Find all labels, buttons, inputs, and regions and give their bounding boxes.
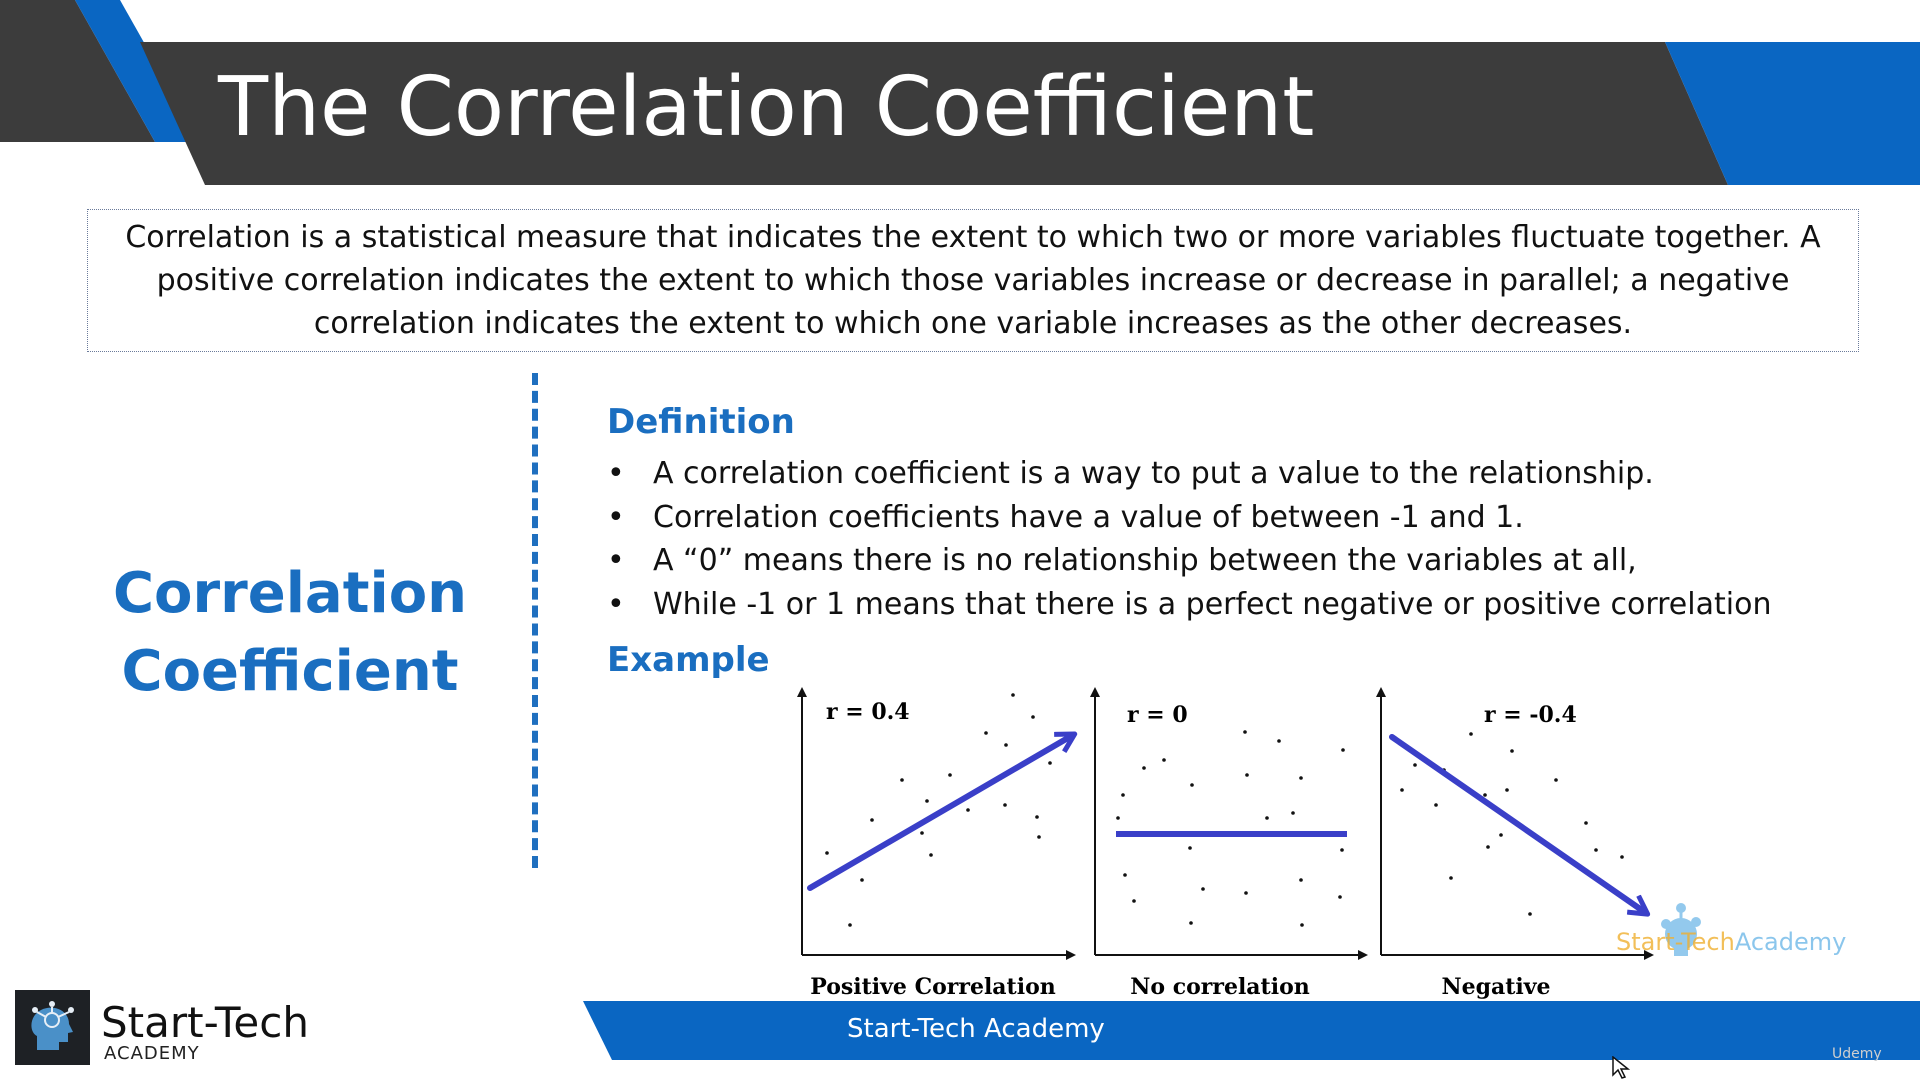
watermark-start: Start-Tech	[1616, 928, 1735, 956]
bullet-item: • A correlation coefficient is a way to p…	[607, 452, 1771, 496]
definition-heading: Definition	[607, 402, 795, 442]
title-banner-dark-band	[140, 42, 1728, 185]
bullet-dot: •	[607, 543, 625, 578]
scatter-points	[825, 693, 1052, 927]
watermark-academy: Academy	[1734, 928, 1847, 956]
scatter-points	[1400, 732, 1624, 916]
trend-arrow	[1389, 734, 1646, 913]
bullet-text: A “0” means there is no relationship bet…	[653, 543, 1637, 578]
bullet-text: While -1 or 1 means that there is a perf…	[653, 586, 1772, 622]
logo-subtitle: ACADEMY	[104, 1043, 200, 1064]
side-title-line1: Correlation	[112, 561, 468, 626]
example-scatter-plots: r = 0.4 Positive Correlation r = 0 No co…	[797, 687, 1654, 1000]
intro-text: Correlation is a statistical measure tha…	[125, 220, 1821, 341]
scatter-points	[1116, 730, 1345, 927]
side-title: Correlation Coefficient	[110, 555, 470, 711]
title-banner-blue-stripe-left	[75, 0, 200, 142]
title-banner-blue-right	[1665, 42, 1920, 185]
plot-caption: No correlation	[1130, 974, 1310, 1000]
dashed-divider	[532, 373, 538, 868]
bullet-dot: •	[607, 456, 625, 491]
title-banner-left-dark	[0, 0, 155, 142]
title-banner	[0, 0, 1920, 185]
watermark-text: Start-TechAcademy	[1616, 928, 1846, 956]
bullet-text: A correlation coefficient is a way to pu…	[653, 456, 1654, 491]
plot-caption: Negative	[1441, 974, 1550, 1000]
intro-box: Correlation is a statistical measure tha…	[87, 209, 1859, 352]
plot-negative: r = -0.4 Negative	[1376, 687, 1654, 1000]
head-gears-icon	[31, 1001, 74, 1050]
udemy-watermark: Udemy	[1832, 1046, 1882, 1062]
logo-name: Start-Tech	[101, 998, 309, 1047]
footer-text: Start-Tech Academy	[847, 1014, 1105, 1044]
example-heading: Example	[607, 640, 770, 680]
mouse-cursor-icon	[1612, 1056, 1631, 1079]
plot-no-correlation: r = 0 No correlation	[1090, 687, 1368, 1000]
bullet-item: • A “0” means there is no relationship be…	[607, 539, 1771, 583]
r-label: r = 0.4	[826, 699, 910, 725]
bullet-dot: •	[607, 499, 625, 535]
footer-bar	[583, 1001, 1920, 1060]
bullet-item: • While -1 or 1 means that there is a per…	[607, 583, 1771, 627]
definition-bullets: • A correlation coefficient is a way to p…	[607, 452, 1771, 626]
watermark-logo-icon	[1661, 903, 1701, 956]
slide-title: The Correlation Coefficient	[218, 60, 1315, 155]
bullet-dot: •	[607, 586, 625, 622]
side-title-line2: Coefficient	[121, 639, 459, 704]
r-label: r = -0.4	[1484, 702, 1577, 728]
trend-arrow	[807, 735, 1073, 891]
bullet-text: Correlation coefficients have a value of…	[653, 499, 1524, 535]
academy-logo-icon	[15, 990, 90, 1065]
plot-positive: r = 0.4 Positive Correlation	[797, 687, 1074, 1000]
bullet-item: • Correlation coefficients have a value o…	[607, 496, 1771, 540]
plot-caption: Positive Correlation	[810, 974, 1056, 1000]
r-label: r = 0	[1127, 702, 1188, 728]
